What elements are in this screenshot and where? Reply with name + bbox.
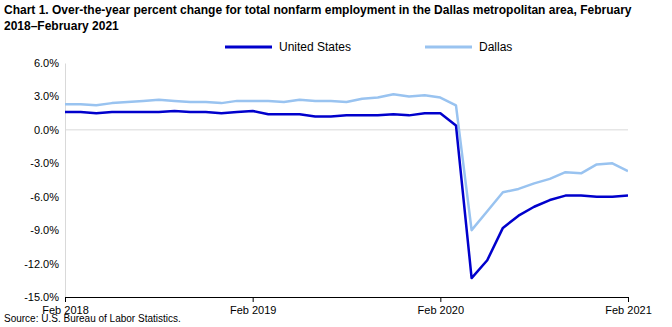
series-line	[65, 111, 628, 278]
y-axis-line	[65, 64, 66, 298]
y-tick-label: -3.0%	[30, 157, 59, 169]
x-tick-label: Feb 2020	[418, 304, 464, 316]
y-tick-label: 0.0%	[34, 124, 59, 136]
x-tick: Feb 2021	[605, 297, 651, 316]
x-tick-mark	[440, 297, 441, 302]
legend-item: Dallas	[425, 40, 512, 54]
legend-label: Dallas	[479, 40, 512, 54]
source-note: Source: U.S. Bureau of Labor Statistics.	[4, 313, 181, 324]
legend: United States Dallas	[225, 40, 512, 54]
y-tick: 6.0%	[34, 57, 65, 69]
y-tick: 3.0%	[34, 90, 65, 102]
y-tick: -15.0%	[24, 291, 65, 303]
x-tick-mark	[65, 297, 66, 302]
chart: -15.0% -12.0% -9.0% -6.0% -3.0% 0.0% 3.0% 6.0% F…	[0, 0, 672, 327]
y-tick-label: -9.0%	[30, 224, 59, 236]
y-tick-label: -15.0%	[24, 291, 59, 303]
x-tick: Feb 2019	[230, 297, 276, 316]
y-tick: -6.0%	[30, 191, 65, 203]
chart-title: Chart 1. Over-the-year percent change fo…	[4, 2, 659, 34]
plot-area	[65, 94, 628, 278]
y-axis: -15.0% -12.0% -9.0% -6.0% -3.0% 0.0% 3.0% 6.0%	[24, 57, 65, 303]
y-tick-label: -12.0%	[24, 258, 59, 270]
zero-line	[65, 129, 628, 130]
y-tick-label: 3.0%	[34, 90, 59, 102]
legend-swatch	[425, 46, 472, 49]
x-axis-line	[66, 298, 629, 303]
x-tick-mark	[253, 297, 254, 302]
x-tick-label: Feb 2019	[230, 304, 276, 316]
y-tick: 0.0%	[34, 124, 65, 136]
y-tick-label: -6.0%	[30, 191, 59, 203]
x-tick-mark	[628, 297, 629, 302]
y-tick: -3.0%	[30, 157, 65, 169]
legend-label: United States	[279, 40, 351, 54]
y-tick: -12.0%	[24, 258, 65, 270]
x-tick: Feb 2020	[418, 297, 464, 316]
legend-swatch	[225, 46, 272, 49]
y-tick: -9.0%	[30, 224, 65, 236]
x-tick-label: Feb 2021	[605, 304, 651, 316]
legend-item: United States	[225, 40, 351, 54]
y-tick-label: 6.0%	[34, 57, 59, 69]
